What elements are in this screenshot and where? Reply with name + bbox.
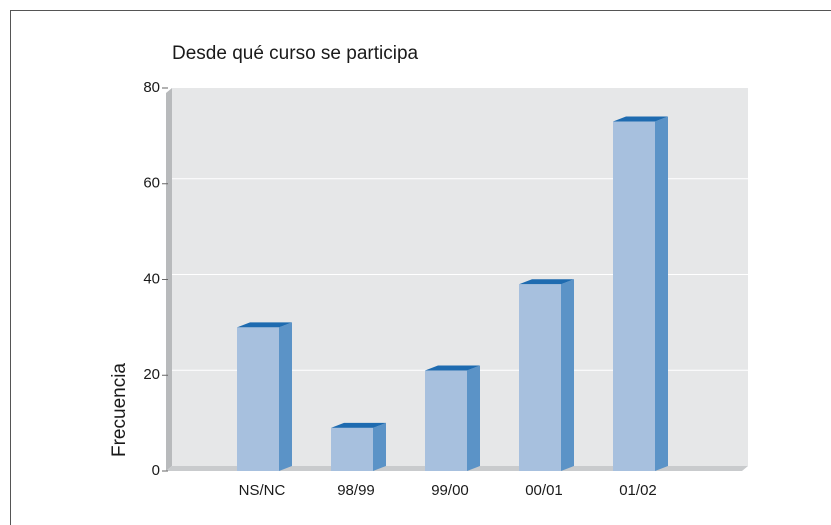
y-tick-label: 0: [152, 462, 160, 479]
x-tick-label: NS/NC: [239, 482, 286, 499]
y-tick-label: 20: [143, 366, 160, 383]
bar-top: [237, 322, 292, 328]
bar-side: [561, 279, 574, 471]
bar-top: [331, 422, 386, 428]
bar: [331, 427, 373, 471]
frame: [10, 10, 831, 525]
x-tick-label: 98/99: [337, 482, 375, 499]
bar-top: [425, 365, 480, 371]
bar-top: [519, 279, 574, 285]
y-tick-label: 60: [143, 175, 160, 192]
bar-top: [613, 116, 668, 122]
chart-title: Desde qué curso se participa: [172, 43, 419, 64]
bar-side: [279, 322, 292, 471]
bar-side: [467, 365, 480, 471]
x-tick-label: 00/01: [525, 482, 563, 499]
y-tick-label: 80: [143, 79, 160, 96]
plot-back: [172, 88, 748, 466]
y-axis-label: Frecuencia: [109, 363, 130, 457]
bar: [237, 327, 279, 471]
x-tick-label: 99/00: [431, 482, 469, 499]
bar-side: [655, 116, 668, 471]
bar: [613, 121, 655, 471]
bar: [425, 370, 467, 471]
y-tick-label: 40: [143, 270, 160, 287]
x-tick-label: 01/02: [619, 482, 657, 499]
bar: [519, 284, 561, 471]
bar-side: [373, 422, 386, 471]
